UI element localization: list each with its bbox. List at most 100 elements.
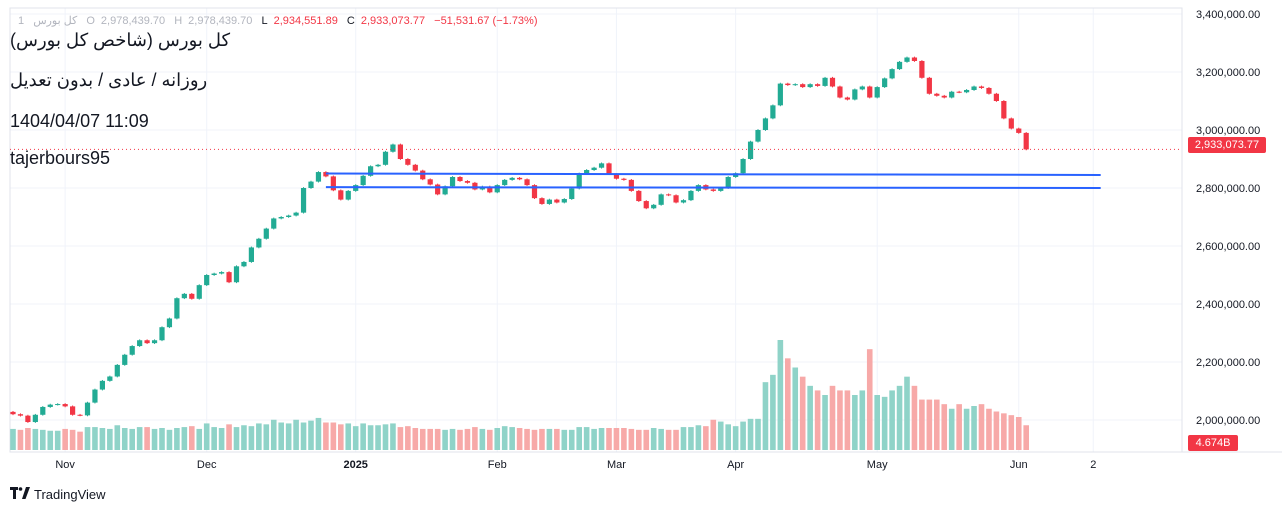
candle-body [293, 212, 299, 216]
candle-body [949, 91, 955, 98]
candle-body [129, 346, 135, 355]
candle-body [211, 273, 217, 275]
candle-body [613, 174, 620, 179]
time-axis[interactable]: Nov Dec 2025 Feb Mar Apr May Jun 2 [55, 459, 1096, 471]
candle-body [718, 188, 724, 191]
legend-symbol: کل بورس [33, 15, 78, 27]
candle-body [509, 177, 515, 180]
volume-bar [47, 430, 54, 450]
candle-body [591, 167, 597, 171]
candle-body [181, 293, 187, 299]
candle-body [1023, 132, 1029, 150]
candle-body [561, 199, 567, 203]
volume-bar [300, 422, 307, 450]
candle-body [621, 178, 627, 180]
candle-body [412, 164, 418, 171]
candle-body [300, 188, 307, 213]
candle-body [889, 69, 895, 79]
price-axis[interactable]: 3,400,000.00 3,200,000.00 3,000,000.00 2,80… [1196, 9, 1260, 427]
candle-body [397, 144, 403, 159]
volume-bar [84, 427, 91, 450]
volume-bar [62, 428, 68, 450]
volume-bar [561, 429, 568, 450]
volume-bar [419, 428, 426, 450]
volume-bar [598, 428, 605, 450]
candle-body [368, 166, 374, 176]
candle-body [122, 354, 128, 365]
candle-body [524, 179, 530, 186]
volume-bar [546, 428, 553, 450]
price-tick-label: 2,000,000.00 [1196, 415, 1260, 427]
volume-bar [330, 422, 337, 450]
volume-bar [442, 429, 448, 450]
candle-body [1001, 101, 1007, 119]
candle-body [725, 176, 731, 188]
volume-bar [196, 428, 203, 450]
candle-body [457, 176, 463, 182]
candle-body [502, 179, 508, 186]
volume-bar [971, 406, 977, 450]
volume-bar [911, 385, 918, 450]
candle-body [584, 170, 590, 174]
candle-body [598, 163, 605, 168]
candle-body [442, 186, 448, 195]
volume-bar [755, 418, 761, 450]
volume-bar [494, 428, 501, 450]
candle-body [1008, 118, 1014, 129]
candle-body [151, 340, 158, 344]
watermark-author: tajerbours95 [10, 148, 111, 168]
trendlines[interactable] [325, 172, 1101, 189]
candle-body [55, 404, 61, 406]
volume-bar [628, 428, 635, 450]
candle-body [375, 164, 381, 167]
candle-body [710, 189, 716, 191]
candle-body [666, 194, 672, 196]
volume-bar [919, 399, 925, 450]
candle-body [993, 93, 999, 101]
candle-body [770, 105, 776, 119]
volume-bar [256, 423, 262, 450]
candle-body [740, 159, 746, 174]
legend-close-value: 2,933,073.77 [360, 15, 426, 27]
candle-body [390, 144, 396, 152]
candle-body [25, 415, 31, 423]
volume-bar [531, 429, 538, 450]
chart-date-overlay: 1404/04/07 11:09 [10, 111, 149, 131]
volume-bar [479, 428, 486, 450]
volume-bar [822, 395, 828, 450]
volume-bar [434, 428, 441, 450]
volume-bar [412, 428, 419, 450]
candle-body [338, 190, 344, 200]
price-tick-label: 3,000,000.00 [1196, 125, 1260, 137]
volume-bar [978, 404, 985, 450]
candle-body [651, 204, 657, 209]
volume-bar [934, 399, 940, 450]
candle-body [271, 218, 277, 229]
candle-body [472, 182, 478, 190]
candle-body [144, 340, 150, 344]
tradingview-brand[interactable]: TradingView [10, 487, 106, 502]
price-tick-label: 3,400,000.00 [1196, 9, 1260, 21]
volume-bar [159, 428, 165, 450]
candle-body [956, 91, 962, 93]
volume-bar [799, 376, 806, 450]
volume-bar [151, 428, 158, 450]
candle-body [576, 173, 582, 189]
volume-bar [226, 424, 232, 450]
candle-body [256, 238, 262, 248]
volume-bar [785, 358, 791, 450]
volume-bar [107, 428, 113, 450]
volume-bar [144, 427, 150, 450]
candle-body [546, 199, 552, 204]
volume-bar [941, 404, 948, 450]
candle-body [360, 175, 366, 186]
volume-bar [278, 422, 284, 450]
candle-body [427, 179, 433, 185]
volume-bar [732, 426, 739, 450]
candle-body [420, 170, 426, 180]
volume-bar [218, 428, 225, 450]
time-tick-label: Mar [607, 459, 626, 471]
volume-bar [874, 395, 880, 450]
